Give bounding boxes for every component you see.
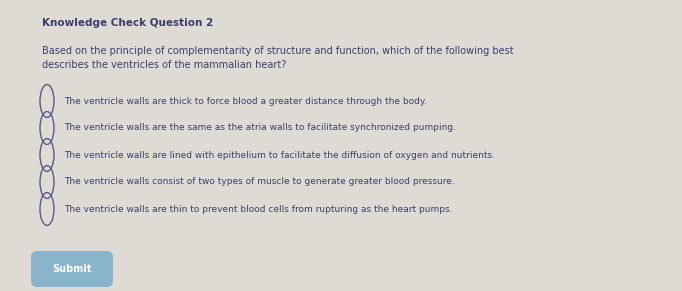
Text: The ventricle walls consist of two types of muscle to generate greater blood pre: The ventricle walls consist of two types…	[64, 178, 455, 187]
Text: Based on the principle of complementarity of structure and function, which of th: Based on the principle of complementarit…	[42, 46, 514, 70]
Text: The ventricle walls are lined with epithelium to facilitate the diffusion of oxy: The ventricle walls are lined with epith…	[64, 150, 495, 159]
FancyBboxPatch shape	[31, 251, 113, 287]
Text: The ventricle walls are thick to force blood a greater distance through the body: The ventricle walls are thick to force b…	[64, 97, 427, 106]
Text: The ventricle walls are the same as the atria walls to facilitate synchronized p: The ventricle walls are the same as the …	[64, 123, 456, 132]
Text: The ventricle walls are thin to prevent blood cells from rupturing as the heart : The ventricle walls are thin to prevent …	[64, 205, 452, 214]
Text: Submit: Submit	[53, 264, 91, 274]
Text: Knowledge Check Question 2: Knowledge Check Question 2	[42, 18, 213, 28]
